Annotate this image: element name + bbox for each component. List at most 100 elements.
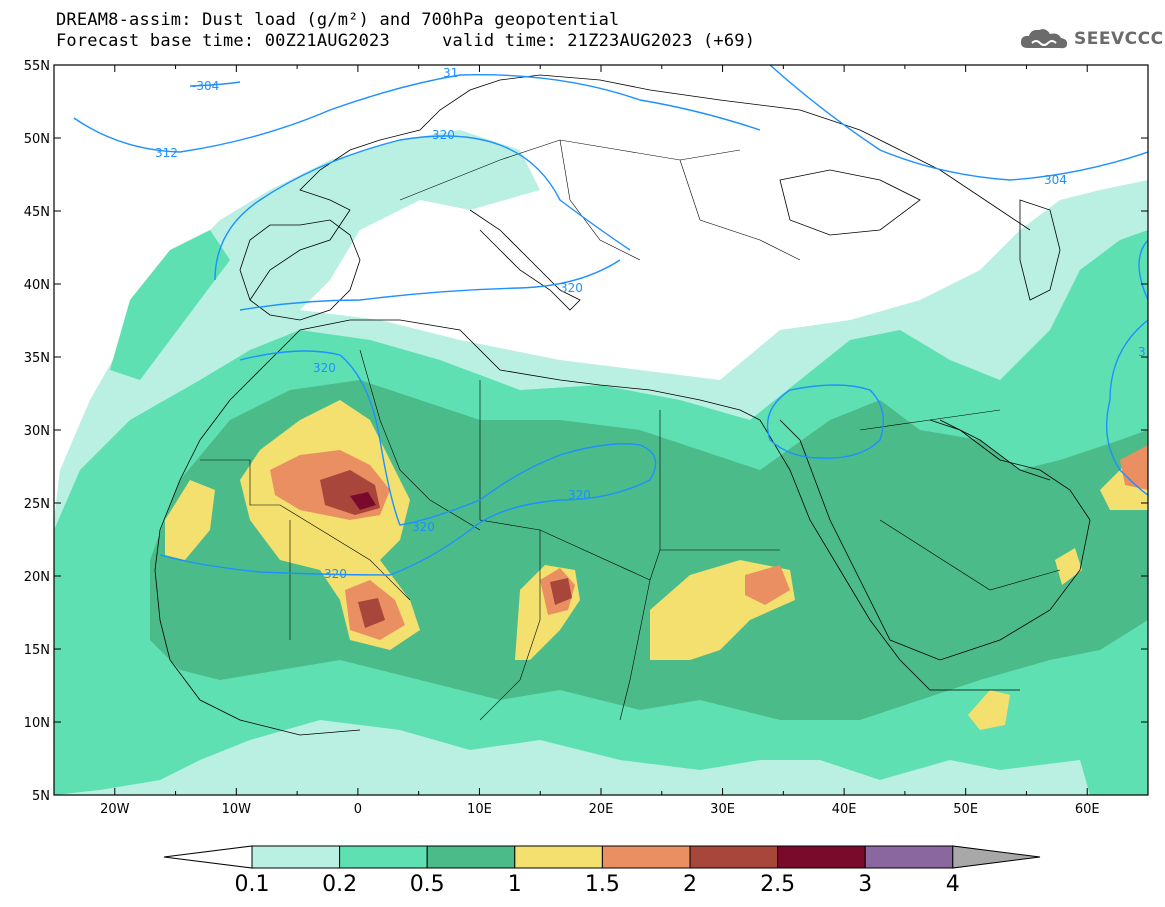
colorbar-label: 0.1: [235, 872, 270, 897]
dust-level-1-5-d: [745, 565, 790, 605]
lat-tick-label: 30N: [24, 424, 50, 439]
lat-tick-label: 10N: [24, 716, 50, 731]
dust-level-1-d: [165, 480, 215, 560]
contour-304-east: [769, 65, 1148, 181]
dust-level-2-c: [550, 578, 572, 605]
border-d: [479, 380, 661, 581]
contour-320-east: [1138, 239, 1148, 301]
dust-level-2-b: [358, 598, 385, 628]
colorbar-label: 0.2: [322, 872, 357, 897]
iberia-coast: [239, 219, 361, 321]
colorbar-label: 0.5: [410, 872, 445, 897]
black-sea: [779, 169, 921, 236]
colorbar-label: 1.5: [585, 872, 620, 897]
coastlines: [154, 74, 1091, 736]
contour-label-3: 3: [1138, 345, 1146, 359]
dust-level-0-2-north: [110, 230, 230, 380]
contour-label-304-east: 304: [1044, 173, 1067, 187]
lat-tick-label: 20N: [24, 570, 50, 585]
colorbar-box: [601, 845, 691, 869]
lon-tick-label: 60E: [1075, 802, 1100, 817]
lon-tick-label: 10W: [222, 802, 252, 817]
contour-label-304-west: -304: [192, 79, 219, 93]
colorbar-label: 3: [858, 872, 872, 897]
colorbar: 0.1 0.2 0.5 1 1.5 2 2.5 3 4: [163, 845, 1041, 897]
contour-label-320-f: 320: [324, 567, 347, 581]
persian-gulf: [939, 419, 1051, 481]
contour-labels: -304 312 31 320 320 320 320 320 320 304 …: [155, 66, 1146, 581]
lon-tick-label: 50E: [953, 802, 978, 817]
colorbar-box: [777, 845, 866, 869]
contour-320-north: [214, 135, 631, 281]
colorbar-label: 1: [508, 872, 522, 897]
colorbar-label: 2: [683, 872, 697, 897]
country-borders: [200, 139, 1061, 721]
dust-shading: [54, 130, 1148, 795]
contour-320-mid: [239, 259, 621, 311]
lon-tick-label: 0: [354, 802, 362, 817]
lat-tick-label: 45N: [24, 205, 50, 220]
africa-west-coast: [154, 439, 361, 736]
contour-320-sahara: [159, 350, 657, 576]
lat-tick-label: 5N: [32, 789, 50, 804]
colorbar-under-triangle: [163, 845, 253, 869]
colorbar-over-triangle: [952, 845, 1041, 869]
map-title: DREAM8-assim: Dust load (g/m²) and 700hP…: [56, 10, 620, 30]
arabia-coast: [779, 419, 1091, 661]
colorbar-box: [339, 845, 428, 869]
contour-label-320-d: 320: [568, 488, 591, 502]
colorbar-box: [426, 845, 516, 869]
contour-312: [73, 74, 761, 153]
lon-tick-label: 10E: [467, 802, 492, 817]
colorbar-label: 2.5: [760, 872, 795, 897]
dust-level-1-f: [968, 690, 1010, 730]
contour-label-312: 312: [155, 146, 178, 160]
contour-320-levant: [766, 384, 884, 459]
colorbar-box: [514, 845, 603, 869]
lon-tick-label: 20E: [589, 802, 614, 817]
border-f: [619, 579, 651, 721]
lat-tick-label: 55N: [24, 59, 50, 74]
colorbar-box: [251, 845, 341, 869]
contour-label-320-a: 320: [432, 128, 455, 142]
lat-tick-label: 40N: [24, 278, 50, 293]
border-l: [679, 159, 801, 261]
lat-tick-label: 15N: [24, 643, 50, 658]
africa-north-coast: [199, 319, 761, 441]
dust-level-1-5-e: [1120, 445, 1148, 490]
italy-coast: [469, 209, 581, 311]
lon-tick-label: 30E: [710, 802, 735, 817]
lon-tick-label: 20W: [100, 802, 130, 817]
dust-level-1-g: [1055, 548, 1082, 585]
border-c: [359, 349, 481, 531]
border-a: [200, 459, 411, 601]
longitude-axis: 20W 10W 0 10E 20E 30E 40E 50E 60E: [53, 65, 1149, 817]
red-sea: [759, 419, 1020, 691]
contour-304-west: [189, 81, 241, 87]
dust-level-2-5: [350, 492, 376, 510]
contour-label-320-e: 320: [412, 520, 435, 534]
geopotential-contours: [73, 65, 1148, 576]
contour-label-31: 31: [443, 66, 458, 80]
lat-tick-label: 25N: [24, 497, 50, 512]
latitude-axis: 5N 10N 15N 20N 25N 30N 35N 40N 45N 50N 55N: [24, 59, 1148, 804]
colorbar-label: 4: [946, 872, 960, 897]
colorbar-box: [689, 845, 779, 869]
seevccc-logo: SEEVCCC: [1018, 26, 1164, 52]
contour-label-320-c: 320: [313, 361, 336, 375]
lat-tick-label: 50N: [24, 132, 50, 147]
border-k: [559, 139, 641, 261]
forecast-time-line: Forecast base time: 00Z21AUG2023 valid t…: [56, 31, 756, 51]
lon-tick-label: 40E: [832, 802, 857, 817]
colorbar-box: [864, 845, 954, 869]
border-e: [479, 530, 541, 721]
border-h: [879, 519, 1061, 591]
lat-tick-label: 35N: [24, 351, 50, 366]
cloud-icon: [1020, 29, 1068, 49]
contour-3-east: [1105, 319, 1148, 496]
contour-label-320-b: 320: [560, 281, 583, 295]
europe-coast: [249, 74, 1031, 301]
caspian-sea: [1019, 199, 1061, 301]
logo-text: SEEVCCC: [1074, 29, 1164, 49]
